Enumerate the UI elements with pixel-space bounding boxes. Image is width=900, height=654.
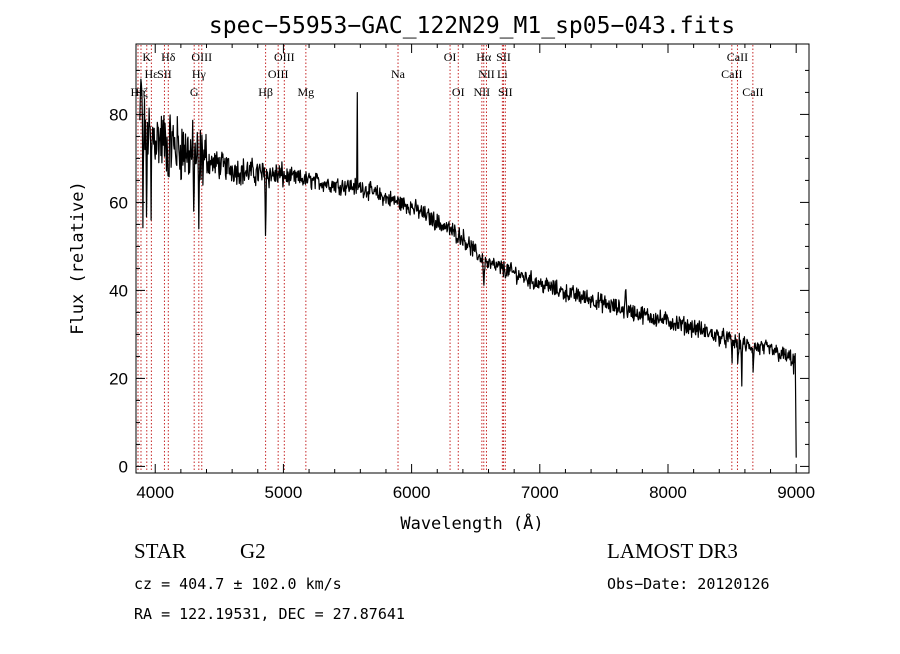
x-axis-ticks: 4000 5000 6000 7000 8000 9000 — [136, 44, 815, 502]
y-tick-label: 60 — [109, 193, 128, 212]
line-label: SII — [496, 50, 511, 64]
sky-coordinates: RA = 122.19531, DEC = 27.87641 — [134, 605, 405, 623]
line-label: Mg — [298, 85, 315, 99]
x-tick-label: 6000 — [393, 483, 431, 502]
y-tick-label: 20 — [109, 369, 128, 388]
line-label: OI — [452, 85, 465, 99]
line-label: CaII — [742, 85, 763, 99]
observation-date: Obs−Date: 20120126 — [607, 575, 770, 593]
line-label: OIII — [274, 50, 295, 64]
object-class: STAR — [134, 539, 186, 563]
x-tick-label: 9000 — [777, 483, 815, 502]
chart-title: spec−55953−GAC_122N29_M1_sp05−043.fits — [209, 13, 735, 39]
y-tick-label: 80 — [109, 105, 128, 124]
redshift-velocity: cz = 404.7 ± 102.0 km/s — [134, 575, 342, 593]
y-axis-ticks: 0 20 40 60 80 — [109, 69, 809, 476]
line-label: Hδ — [161, 50, 176, 64]
line-label: K — [142, 50, 151, 64]
x-tick-label: 5000 — [265, 483, 303, 502]
line-label: G — [190, 85, 199, 99]
line-label: SII — [498, 85, 513, 99]
line-label: OIII — [191, 50, 212, 64]
plot-frame — [135, 43, 810, 474]
line-label: Li — [497, 67, 508, 81]
y-tick-label: 40 — [109, 281, 128, 300]
line-label: Hα — [476, 50, 492, 64]
line-label: OIII — [268, 67, 289, 81]
line-label: Na — [391, 67, 406, 81]
y-axis-label: Flux (relative) — [68, 181, 88, 335]
x-axis-label: Wavelength (Å) — [400, 512, 543, 534]
line-label: NII — [478, 67, 495, 81]
x-tick-label: 7000 — [521, 483, 559, 502]
line-label: OI — [444, 50, 457, 64]
line-label: Hβ — [258, 85, 273, 99]
spectrum-series — [139, 78, 797, 458]
line-label: Hγ — [192, 67, 207, 81]
line-label: SII — [157, 67, 172, 81]
spectral-line-markers — [137, 45, 754, 472]
line-label: Hε — [145, 67, 159, 81]
object-subclass: G2 — [240, 539, 266, 563]
line-label: CaII — [727, 50, 748, 64]
x-tick-label: 4000 — [136, 483, 174, 502]
y-tick-label: 0 — [119, 457, 128, 476]
x-tick-label: 8000 — [649, 483, 687, 502]
survey-name: LAMOST DR3 — [607, 539, 738, 563]
line-label: NII — [474, 85, 491, 99]
line-label: CaII — [721, 67, 742, 81]
